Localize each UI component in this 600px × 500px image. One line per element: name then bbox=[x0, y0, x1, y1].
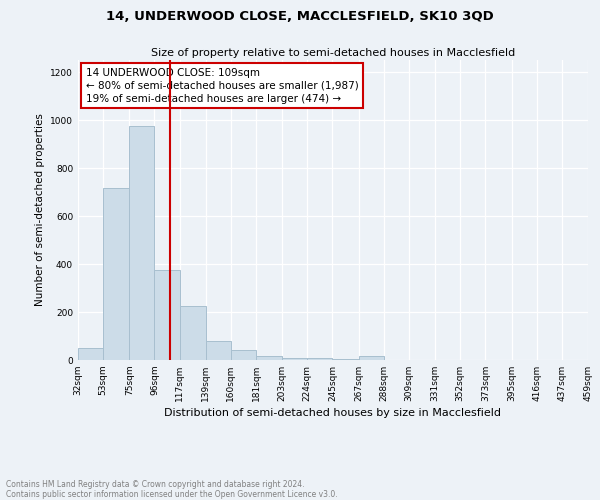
Bar bbox=[78, 348, 103, 360]
Bar bbox=[359, 356, 384, 360]
Text: 14, UNDERWOOD CLOSE, MACCLESFIELD, SK10 3QD: 14, UNDERWOOD CLOSE, MACCLESFIELD, SK10 … bbox=[106, 10, 494, 23]
Title: Size of property relative to semi-detached houses in Macclesfield: Size of property relative to semi-detach… bbox=[151, 48, 515, 58]
Bar bbox=[130, 126, 154, 360]
Text: Contains HM Land Registry data © Crown copyright and database right 2024.
Contai: Contains HM Land Registry data © Crown c… bbox=[6, 480, 338, 499]
Bar bbox=[103, 188, 130, 360]
Y-axis label: Number of semi-detached properties: Number of semi-detached properties bbox=[35, 114, 44, 306]
Bar bbox=[256, 356, 282, 360]
Bar bbox=[179, 306, 206, 360]
Bar bbox=[282, 358, 307, 360]
Bar bbox=[231, 350, 256, 360]
Text: 14 UNDERWOOD CLOSE: 109sqm
← 80% of semi-detached houses are smaller (1,987)
19%: 14 UNDERWOOD CLOSE: 109sqm ← 80% of semi… bbox=[86, 68, 358, 104]
Bar bbox=[206, 341, 231, 360]
Bar bbox=[332, 359, 359, 360]
Bar bbox=[307, 358, 332, 360]
X-axis label: Distribution of semi-detached houses by size in Macclesfield: Distribution of semi-detached houses by … bbox=[164, 408, 502, 418]
Bar bbox=[154, 270, 179, 360]
